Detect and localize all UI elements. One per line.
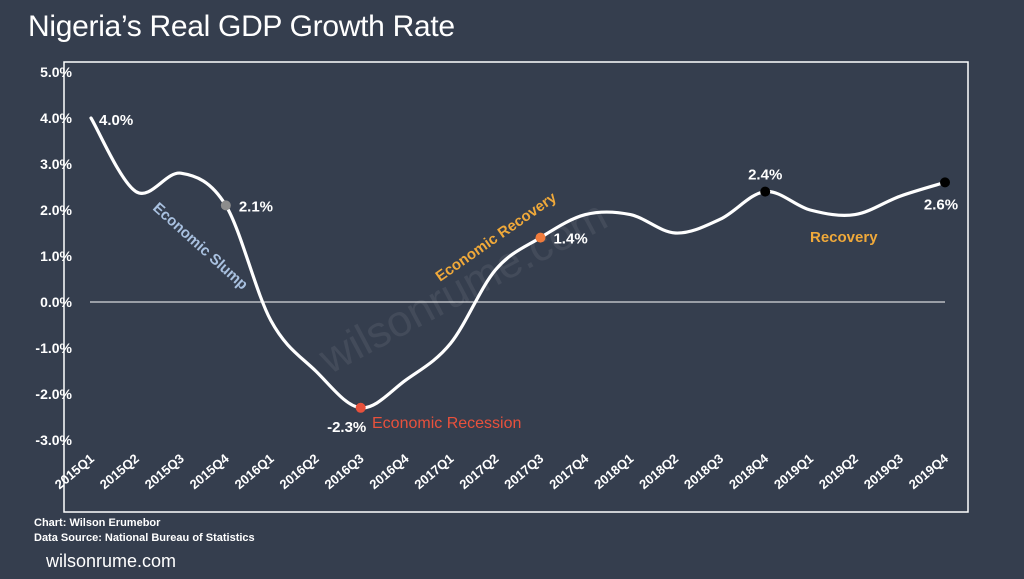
x-tick-label: 2017Q2 (456, 451, 501, 492)
data-label: 4.0% (99, 112, 133, 129)
annotation-recovery: Recovery (810, 229, 878, 246)
y-tick-label: -3.0% (35, 432, 72, 448)
y-axis: 5.0% 4.0% 3.0% 2.0% 1.0% 0.0% -1.0% -2.0% -3.0% (35, 64, 72, 448)
highlight-point (355, 402, 366, 413)
highlight-point (760, 186, 771, 197)
plot-frame (63, 61, 969, 513)
highlight-point (220, 200, 231, 211)
annotation-economic-slump: Economic Slump (149, 199, 251, 293)
x-tick-label: 2017Q3 (501, 451, 546, 492)
y-tick-label: 4.0% (40, 110, 72, 126)
highlight-point (940, 177, 950, 188)
y-tick-label: 1.0% (40, 248, 72, 264)
x-tick-label: 2016Q2 (277, 451, 322, 492)
x-tick-label: 2015Q4 (187, 450, 233, 492)
x-axis: 2015Q1 2015Q2 2015Q3 2015Q4 2016Q1 2016Q2 2016… (52, 450, 952, 492)
value-labels: 4.0% 2.1% -2.3% 1.4% 2.4% 2.6% (99, 112, 958, 436)
x-tick-label: 2015Q2 (97, 451, 142, 492)
data-label: 2.1% (239, 198, 273, 215)
data-source-credit: Data Source: National Bureau of Statisti… (34, 532, 255, 544)
x-tick-label: 2015Q1 (52, 451, 97, 492)
y-tick-label: 5.0% (40, 64, 72, 80)
y-tick-label: -1.0% (35, 340, 72, 356)
x-tick-label: 2018Q4 (726, 450, 772, 492)
x-tick-label: 2017Q4 (546, 450, 592, 492)
x-tick-label: 2017Q1 (411, 451, 456, 492)
x-tick-label: 2015Q3 (142, 451, 187, 492)
x-tick-label: 2018Q1 (591, 451, 636, 492)
y-tick-label: -2.0% (35, 386, 72, 402)
data-label: 2.4% (748, 167, 782, 184)
x-tick-label: 2019Q1 (771, 451, 816, 492)
y-tick-label: 0.0% (40, 294, 72, 310)
x-tick-label: 2016Q3 (322, 451, 367, 492)
data-label: 2.6% (924, 196, 958, 213)
annotation-economic-recession: Economic Recession (372, 415, 521, 432)
x-tick-label: 2016Q1 (232, 451, 277, 492)
x-tick-label: 2018Q3 (681, 451, 726, 492)
x-tick-label: 2019Q2 (816, 451, 861, 492)
site-link[interactable]: wilsonrume.com (46, 551, 177, 571)
y-tick-label: 2.0% (40, 202, 72, 218)
x-tick-label: 2016Q4 (366, 450, 412, 492)
y-tick-label: 3.0% (40, 156, 72, 172)
x-tick-label: 2019Q3 (861, 451, 906, 492)
chart-credit: Chart: Wilson Erumebor (34, 517, 161, 529)
x-tick-label: 2019Q4 (906, 450, 952, 492)
data-label: 1.4% (553, 231, 587, 248)
chart-title: Nigeria’s Real GDP Growth Rate (28, 10, 455, 43)
highlight-points (220, 177, 950, 413)
highlight-point (535, 232, 546, 243)
x-tick-label: 2018Q2 (636, 451, 681, 492)
data-label: -2.3% (327, 419, 366, 436)
